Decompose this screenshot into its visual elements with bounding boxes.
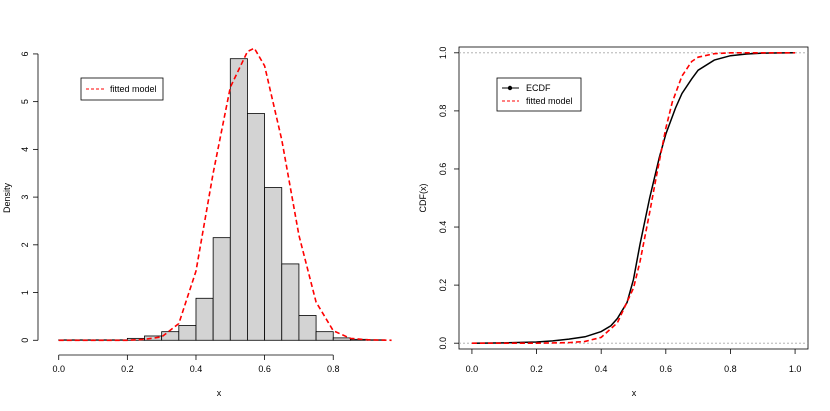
hist-bar (332, 337, 351, 341)
hist-bars (58, 58, 386, 341)
cdf-ecdf-line (471, 52, 796, 344)
hist-legend-label: fitted model (110, 84, 157, 94)
hist-bar (247, 113, 266, 341)
hist-y-tick-label: 5 (20, 99, 30, 104)
hist-y-tick-label: 3 (20, 195, 30, 200)
hist-bar (161, 331, 180, 341)
hist-x-tick-label: 0.6 (258, 364, 271, 374)
hist-bar (229, 58, 248, 341)
cdf-series (471, 52, 796, 344)
cdf-y-label: CDF(x) (418, 184, 428, 213)
hist-legend: fitted model (80, 77, 164, 101)
cdf-plot-frame (458, 46, 809, 350)
hist-y-axis: 0 1 2 3 4 5 6 (20, 51, 39, 343)
cdf-y-tick-label: 0.4 (438, 221, 448, 234)
hist-x-axis: 0.0 0.2 0.4 0.6 0.8 (52, 354, 340, 374)
cdf-fitted-line (471, 52, 796, 344)
cdf-x-label: x (632, 388, 637, 398)
hist-bar (178, 325, 197, 341)
cdf-x-tick-label: 0.8 (724, 364, 737, 374)
cdf-x-tick-label: 0.0 (466, 364, 479, 374)
hist-x-tick-label: 0.2 (121, 364, 134, 374)
cdf-panel: 0.0 0.2 0.4 0.6 0.8 1.0 0.00.20.40.60.81.0 x … (418, 46, 809, 398)
hist-bar (315, 331, 334, 341)
histogram-panel: 0.0 0.2 0.4 0.6 0.8 0 1 2 3 4 5 6 x Density fitted… (2, 47, 392, 398)
cdf-x-tick-label: 0.4 (595, 364, 608, 374)
cdf-x-axis: 0.0 0.2 0.4 0.6 0.8 1.0 (466, 349, 802, 374)
cdf-y-axis: 0.0 0.2 0.4 0.6 0.8 1.0 (438, 47, 459, 350)
cdf-legend-label-fitted: fitted model (526, 96, 573, 106)
cdf-y-tick-label: 0.8 (438, 105, 448, 118)
hist-x-label: x (217, 388, 222, 398)
hist-y-tick-label: 1 (20, 290, 30, 295)
hist-x-tick-label: 0.4 (190, 364, 203, 374)
hist-y-tick-label: 0 (20, 338, 30, 343)
hist-y-tick-label: 2 (20, 242, 30, 247)
hist-x-tick-label: 0.0 (52, 364, 65, 374)
cdf-y-tick-label: 0.2 (438, 279, 448, 292)
cdf-x-tick-label: 1.0 (789, 364, 802, 374)
cdf-legend: ECDF fitted model (496, 77, 582, 112)
hist-bar (298, 315, 317, 341)
cdf-legend-box (496, 77, 582, 112)
hist-bar (264, 187, 283, 341)
hist-bar (212, 237, 231, 341)
cdf-y-tick-label: 0.6 (438, 163, 448, 176)
hist-legend-box (80, 77, 164, 101)
cdf-y-tick-label: 1.0 (438, 47, 448, 60)
hist-x-tick-label: 0.8 (327, 364, 340, 374)
hist-y-tick-label: 6 (20, 51, 30, 56)
cdf-x-tick-label: 0.2 (530, 364, 543, 374)
cdf-legend-label-ecdf: ECDF (526, 83, 551, 93)
cdf-x-tick-label: 0.6 (660, 364, 673, 374)
cdf-y-tick-label: 0.0 (438, 337, 448, 350)
hist-y-label: Density (2, 182, 12, 213)
hist-y-tick-label: 4 (20, 147, 30, 152)
hist-bar (281, 263, 300, 341)
hist-bar (195, 297, 214, 341)
cdf-legend-ecdf-point (507, 85, 513, 91)
